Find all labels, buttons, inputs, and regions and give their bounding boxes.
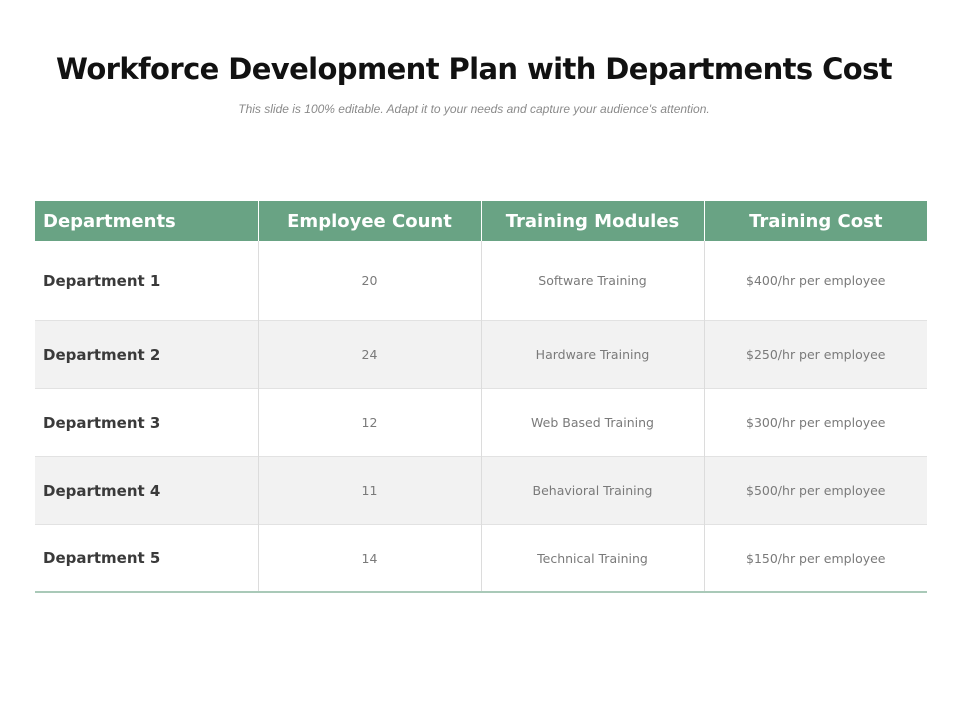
slide-subtitle: This slide is 100% editable. Adapt it to… [238, 102, 710, 116]
employee-count: 20 [258, 241, 482, 321]
header-row: Departments Employee Count Training Modu… [35, 201, 927, 241]
department-name: Department 4 [35, 456, 259, 525]
employee-count: 12 [258, 388, 482, 457]
departments-cost-table: Departments Employee Count Training Modu… [35, 201, 927, 593]
employee-count: 24 [258, 320, 482, 389]
training-cost: $250/hr per employee [704, 320, 927, 389]
department-name: Department 5 [35, 524, 259, 593]
table-row: Department 2 24 Hardware Training $250/h… [35, 320, 927, 389]
table-row: Department 3 12 Web Based Training $300/… [35, 388, 927, 457]
training-module: Web Based Training [481, 388, 705, 457]
department-name: Department 2 [35, 320, 259, 389]
training-module: Hardware Training [481, 320, 705, 389]
table-row: Department 5 14 Technical Training $150/… [35, 524, 927, 593]
header-employee-count: Employee Count [258, 201, 482, 241]
employee-count: 14 [258, 524, 482, 593]
table-row: Department 1 20 Software Training $400/h… [35, 241, 927, 321]
training-cost: $400/hr per employee [704, 241, 927, 321]
employee-count: 11 [258, 456, 482, 525]
training-cost: $150/hr per employee [704, 524, 927, 593]
table-header: Departments Employee Count Training Modu… [35, 201, 927, 241]
training-module: Behavioral Training [481, 456, 705, 525]
slide-title: Workforce Development Plan with Departme… [55, 52, 893, 86]
header-training-cost: Training Cost [704, 201, 927, 241]
table-body: Department 1 20 Software Training $400/h… [35, 241, 927, 593]
table-row: Department 4 11 Behavioral Training $500… [35, 456, 927, 525]
department-name: Department 1 [35, 241, 259, 321]
training-cost: $500/hr per employee [704, 456, 927, 525]
training-module: Technical Training [481, 524, 705, 593]
training-module: Software Training [481, 241, 705, 321]
training-cost: $300/hr per employee [704, 388, 927, 457]
department-name: Department 3 [35, 388, 259, 457]
header-departments: Departments [35, 201, 259, 241]
header-training-modules: Training Modules [481, 201, 705, 241]
